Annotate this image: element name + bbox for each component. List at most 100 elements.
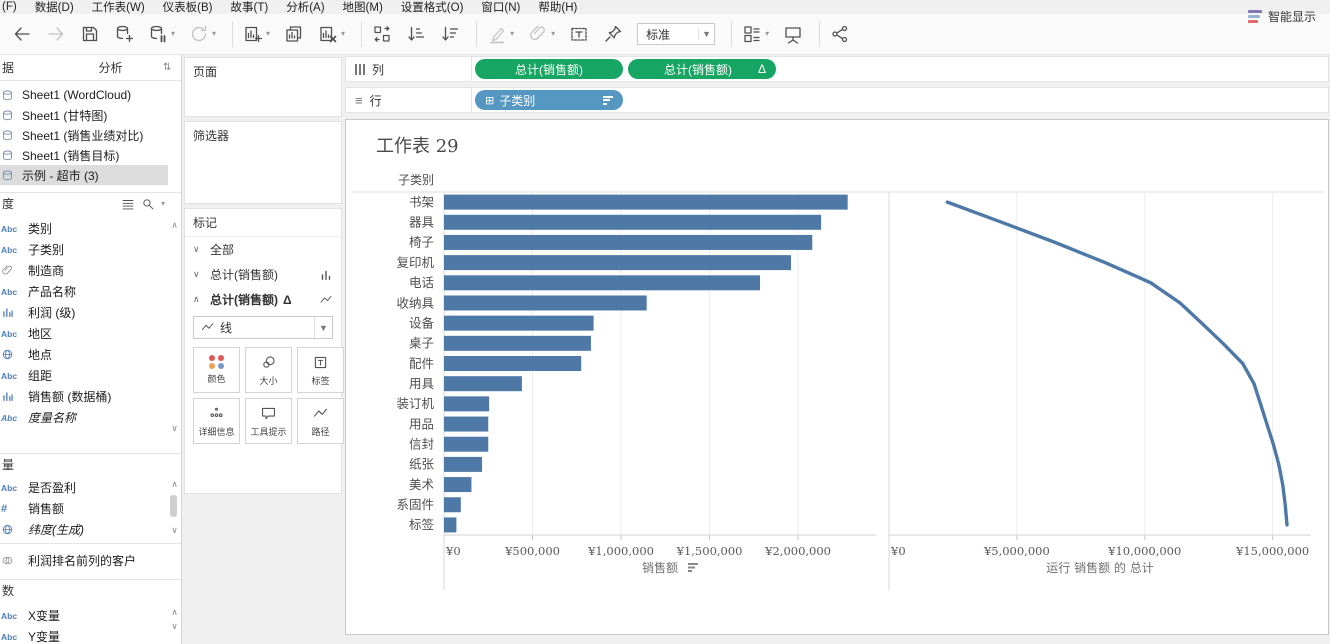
menu-item-3[interactable]: 仪表板(B): [162, 2, 213, 14]
parameter-item-1[interactable]: Abc Y变量: [0, 626, 168, 644]
tab-data[interactable]: 据: [2, 61, 15, 75]
marks-颜色-button[interactable]: 颜色: [193, 347, 240, 393]
measure-item-1[interactable]: # 销售额: [0, 498, 168, 519]
toolbar-save-button[interactable]: [80, 24, 100, 44]
sidebar-sort-icon[interactable]: ⇅: [163, 62, 172, 73]
rows-shelf[interactable]: ≡ 行 ⊞ 子类别: [345, 87, 1329, 113]
column-pill-1[interactable]: 总计(销售额) Δ: [628, 59, 776, 79]
toolbar-pause-auto-updates-button[interactable]: ▾: [148, 24, 175, 44]
mark-type-caret-icon[interactable]: ▼: [314, 317, 332, 338]
measures-scroll-up[interactable]: ∧: [171, 479, 178, 489]
datasource-item-1[interactable]: Sheet1 (甘特图): [0, 105, 168, 125]
marks-工具提示-button[interactable]: 工具提示: [245, 398, 292, 444]
marks-button-label: 大小: [259, 375, 278, 386]
marks-标签-button[interactable]: 标签: [297, 347, 344, 393]
dimensions-scroll-up[interactable]: ∧: [171, 220, 178, 230]
datasource-item-0[interactable]: Sheet1 (WordCloud): [0, 85, 168, 105]
dimension-item-5[interactable]: Abc 地区: [0, 323, 168, 344]
menu-item-9[interactable]: 帮助(H): [538, 2, 578, 14]
marks-layer-0[interactable]: ∨ 全部: [185, 237, 341, 262]
view-as-icon[interactable]: [121, 197, 135, 211]
marks-大小-button[interactable]: 大小: [245, 347, 292, 393]
menu-item-0[interactable]: (F): [2, 1, 17, 13]
dimension-item-4[interactable]: 利润 (级): [0, 302, 168, 323]
toolbar-pause-auto-updates-caret-icon[interactable]: ▾: [171, 29, 176, 38]
dimension-item-9[interactable]: Abc 度量名称: [0, 407, 168, 428]
column-pill-0[interactable]: 总计(销售额): [475, 59, 623, 79]
menu-item-6[interactable]: 地图(M): [342, 2, 383, 14]
axis-tick-label: ¥500,000: [504, 544, 560, 558]
filters-shelf[interactable]: 筛选器: [184, 121, 342, 204]
layer-chevron-icon[interactable]: ∨: [193, 244, 200, 254]
menu-item-1[interactable]: 数据(D): [34, 2, 74, 14]
toolbar-presentation-mode-button[interactable]: [783, 24, 803, 44]
set-item-0[interactable]: 利润排名前列的客户: [0, 550, 181, 571]
toolbar-highlight-caret-icon[interactable]: ▾: [510, 29, 515, 38]
datasource-item-4[interactable]: 示例 - 超市 (3): [0, 165, 168, 185]
measures-scroll-down[interactable]: ∨: [171, 525, 178, 535]
dimensions-scroll-down[interactable]: ∨: [171, 423, 178, 433]
dimension-item-3[interactable]: Abc 产品名称: [0, 281, 168, 302]
toolbar-show-hide-cards-caret-icon[interactable]: ▾: [765, 29, 770, 38]
measure-item-0[interactable]: Abc 是否盈利: [0, 477, 168, 498]
pill-sort-icon[interactable]: [603, 95, 613, 105]
smart-show-button[interactable]: 智能显示: [1247, 8, 1316, 25]
datasource-item-3[interactable]: Sheet1 (销售目标): [0, 145, 168, 165]
toolbar-sort-descending-button[interactable]: [440, 24, 460, 44]
layer-chevron-icon[interactable]: ∨: [193, 269, 200, 279]
category-label: 收纳具: [396, 295, 434, 310]
toolbar-new-data-source-button[interactable]: [114, 24, 134, 44]
marks-layer-1[interactable]: ∨ 总计(销售额): [185, 262, 341, 287]
fit-mode-dropdown[interactable]: 标准 ▼: [637, 23, 716, 45]
layer-chevron-icon[interactable]: ∧: [193, 294, 200, 304]
dimension-item-1[interactable]: Abc 子类别: [0, 239, 168, 260]
marks-路径-button[interactable]: 路径: [297, 398, 344, 444]
menu-item-4[interactable]: 故事(T): [230, 2, 269, 14]
dimension-item-0[interactable]: Abc 类别: [0, 218, 168, 239]
search-icon[interactable]: [141, 197, 155, 211]
menu-item-5[interactable]: 分析(A): [286, 2, 325, 14]
marks-layer-label: 总计(销售额): [210, 268, 278, 282]
marks-button-label: 路径: [311, 426, 330, 437]
dimension-label: 产品名称: [28, 285, 77, 299]
parameter-item-0[interactable]: Abc X变量: [0, 605, 168, 626]
tab-analytics[interactable]: 分析: [98, 61, 123, 75]
fit-mode-caret-icon[interactable]: ▼: [698, 29, 714, 39]
toolbar-clear-sheet-button[interactable]: ▾: [318, 24, 345, 44]
toolbar-sort-ascending-button[interactable]: [406, 24, 426, 44]
toolbar-share-button[interactable]: [830, 24, 850, 44]
dimension-item-2[interactable]: 制造商: [0, 260, 168, 281]
menu-item-8[interactable]: 窗口(N): [481, 2, 521, 14]
toolbar-run-update-caret-icon[interactable]: ▾: [212, 29, 217, 38]
toolbar-fix-axes-button[interactable]: [603, 24, 623, 44]
toolbar-duplicate-sheet-button[interactable]: [284, 24, 304, 44]
marks-layer-2[interactable]: ∧ 总计(销售额) Δ: [185, 287, 341, 312]
columns-shelf[interactable]: 列 总计(销售额) 总计(销售额) Δ: [345, 56, 1329, 82]
menu-item-7[interactable]: 设置格式(O): [400, 2, 464, 14]
toolbar-swap-rows-columns-button[interactable]: [372, 24, 392, 44]
menu-item-2[interactable]: 工作表(W): [91, 2, 145, 14]
dimension-item-7[interactable]: Abc 组距: [0, 365, 168, 386]
mark-type-dropdown[interactable]: 线 ▼: [193, 316, 333, 339]
pages-shelf[interactable]: 页面: [184, 57, 342, 117]
toolbar-clear-sheet-caret-icon[interactable]: ▾: [341, 29, 346, 38]
toolbar-new-worksheet-caret-icon[interactable]: ▾: [266, 29, 271, 38]
toolbar-show-mark-labels-button[interactable]: [569, 24, 589, 44]
parameters-scroll-up[interactable]: ∧: [171, 607, 178, 617]
datasource-item-2[interactable]: Sheet1 (销售业绩对比): [0, 125, 168, 145]
dimension-item-8[interactable]: 销售额 (数据桶): [0, 386, 168, 407]
dimension-label: 销售额 (数据桶): [28, 390, 112, 404]
row-pill-0[interactable]: ⊞ 子类别: [475, 90, 623, 110]
pane-menu-caret-icon[interactable]: ▾: [160, 198, 165, 208]
toolbar-show-hide-cards-button[interactable]: ▾: [742, 24, 769, 44]
toolbar-new-worksheet-button[interactable]: ▾: [243, 24, 270, 44]
measure-item-2[interactable]: 纬度(生成): [0, 519, 168, 540]
expand-hierarchy-icon[interactable]: ⊞: [485, 94, 495, 107]
measures-scroll-thumb[interactable]: [170, 495, 177, 517]
dimension-item-6[interactable]: 地点: [0, 344, 168, 365]
toolbar-group-members-caret-icon[interactable]: ▾: [551, 29, 556, 38]
chart-canvas[interactable]: 子类别 ¥0 ¥500,000 ¥1,000,000 ¥1,500,000 ¥2,000,…: [346, 120, 1328, 634]
marks-详细信息-button[interactable]: 详细信息: [193, 398, 240, 444]
parameters-scroll-down[interactable]: ∨: [171, 621, 178, 631]
toolbar-undo-button[interactable]: [12, 24, 32, 44]
